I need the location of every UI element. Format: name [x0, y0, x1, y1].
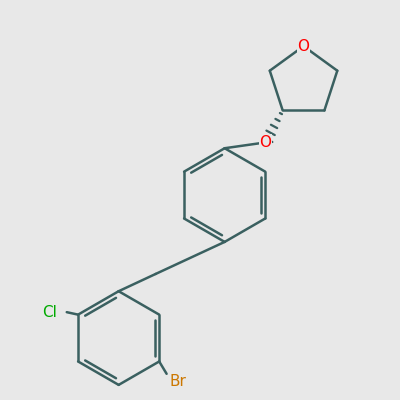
Text: O: O — [298, 39, 310, 54]
Text: O: O — [260, 135, 272, 150]
Text: Cl: Cl — [42, 305, 57, 320]
Text: Br: Br — [169, 374, 186, 389]
